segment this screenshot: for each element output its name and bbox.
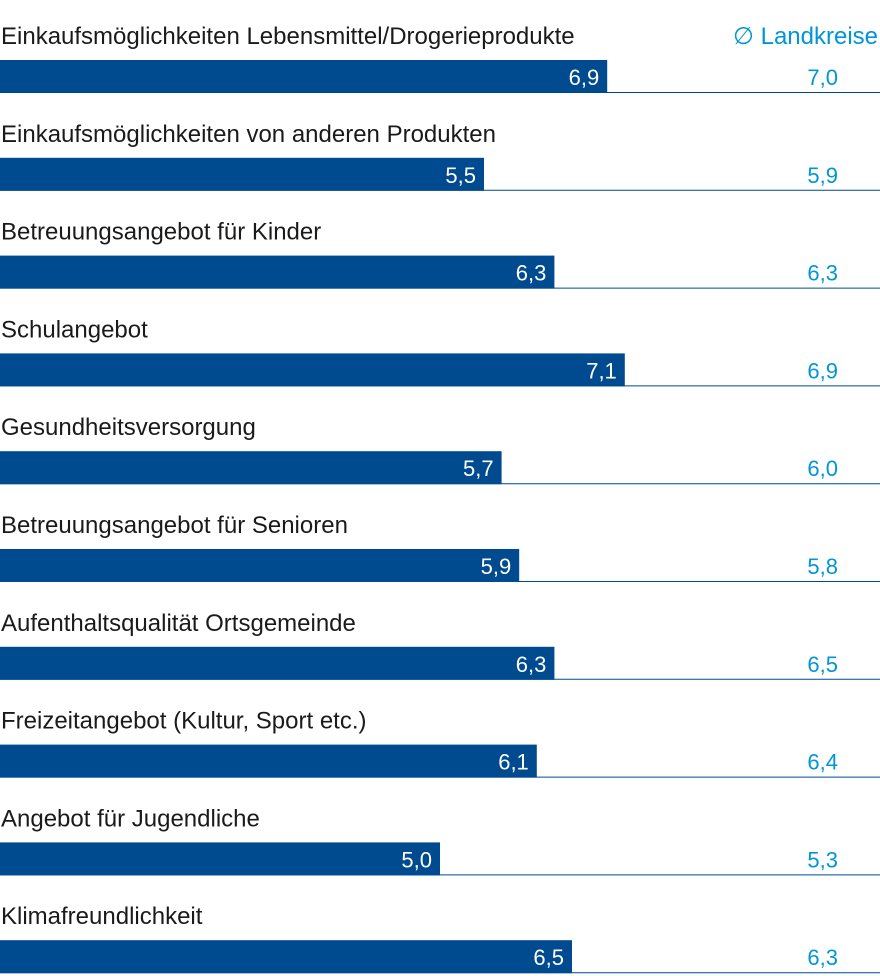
category-label: Schulangebot [1, 316, 148, 343]
chart-row: Schulangebot 7,1 6,9 [0, 316, 880, 387]
bar [0, 353, 625, 387]
reference-value-label: 6,9 [807, 358, 838, 383]
bar [0, 744, 537, 778]
chart-rows: Einkaufsmöglichkeiten Lebensmittel/Droge… [0, 23, 880, 974]
bar [0, 255, 555, 289]
legend-landkreise: ∅ Landkreise [733, 23, 878, 50]
bar-value-label: 5,7 [463, 456, 494, 481]
reference-value-label: 6,3 [807, 261, 838, 286]
bar-value-label: 7,1 [586, 358, 617, 383]
bar [0, 549, 520, 582]
bar-value-label: 5,9 [481, 554, 512, 579]
chart-row: Einkaufsmöglichkeiten von anderen Produk… [0, 121, 880, 191]
category-label: Gesundheitsversorgung [1, 414, 256, 441]
bar [0, 646, 555, 680]
chart-row: Angebot für Jugendliche 5,0 5,3 [0, 805, 880, 876]
reference-value-label: 5,9 [807, 163, 838, 188]
reference-value-label: 5,3 [807, 847, 838, 872]
chart-row: Aufenthaltsqualität Ortsgemeinde 6,3 6,5 [0, 610, 880, 680]
chart-row: Betreuungsangebot für Senioren 5,9 5,8 [0, 512, 880, 582]
bar-value-label: 5,5 [445, 163, 476, 188]
category-label: Einkaufsmöglichkeiten Lebensmittel/Droge… [1, 23, 575, 50]
bar-value-label: 6,9 [569, 65, 600, 90]
category-label: Betreuungsangebot für Kinder [1, 219, 321, 246]
category-label: Aufenthaltsqualität Ortsgemeinde [1, 610, 356, 637]
reference-value-label: 6,4 [807, 750, 838, 775]
bar-value-label: 6,5 [533, 945, 564, 970]
bar [0, 940, 572, 974]
reference-value-label: 7,0 [807, 65, 838, 90]
chart-row: Freizeitangebot (Kultur, Sport etc.) 6,1 6… [0, 708, 880, 778]
chart-row: Klimafreundlichkeit 6,5 6,3 [0, 903, 880, 974]
category-label: Freizeitangebot (Kultur, Sport etc.) [1, 708, 367, 735]
bar-value-label: 5,0 [401, 847, 432, 872]
reference-value-label: 5,8 [807, 554, 838, 579]
category-label: Angebot für Jugendliche [1, 805, 260, 832]
chart-row: Einkaufsmöglichkeiten Lebensmittel/Droge… [0, 23, 880, 93]
bar-value-label: 6,3 [516, 261, 547, 286]
reference-value-label: 6,0 [807, 456, 838, 481]
category-label: Betreuungsangebot für Senioren [1, 512, 348, 539]
bar [0, 157, 484, 191]
bar-value-label: 6,1 [498, 750, 529, 775]
chart-row: Betreuungsangebot für Kinder 6,3 6,3 [0, 219, 880, 289]
bar-value-label: 6,3 [516, 652, 547, 677]
reference-value-label: 6,3 [807, 945, 838, 970]
category-label: Einkaufsmöglichkeiten von anderen Produk… [1, 121, 496, 148]
bar [0, 842, 440, 876]
category-label: Klimafreundlichkeit [1, 903, 203, 930]
chart-row: Gesundheitsversorgung 5,7 6,0 [0, 414, 880, 485]
bar [0, 60, 608, 93]
bar [0, 451, 502, 485]
reference-value-label: 6,5 [807, 652, 838, 677]
